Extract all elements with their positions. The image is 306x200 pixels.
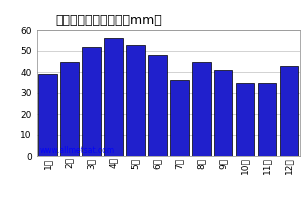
Bar — [236, 82, 254, 156]
Text: ウシュアイア：降水（mm）: ウシュアイア：降水（mm） — [55, 14, 162, 27]
Bar — [214, 70, 233, 156]
Bar — [60, 62, 79, 156]
Bar — [38, 74, 57, 156]
Text: www.allmetsat.com: www.allmetsat.com — [39, 146, 114, 155]
Bar — [148, 55, 167, 156]
Bar — [280, 66, 298, 156]
Bar — [192, 62, 211, 156]
Bar — [82, 47, 101, 156]
Bar — [170, 80, 188, 156]
Bar — [104, 38, 123, 156]
Bar — [126, 45, 145, 156]
Bar — [258, 82, 276, 156]
